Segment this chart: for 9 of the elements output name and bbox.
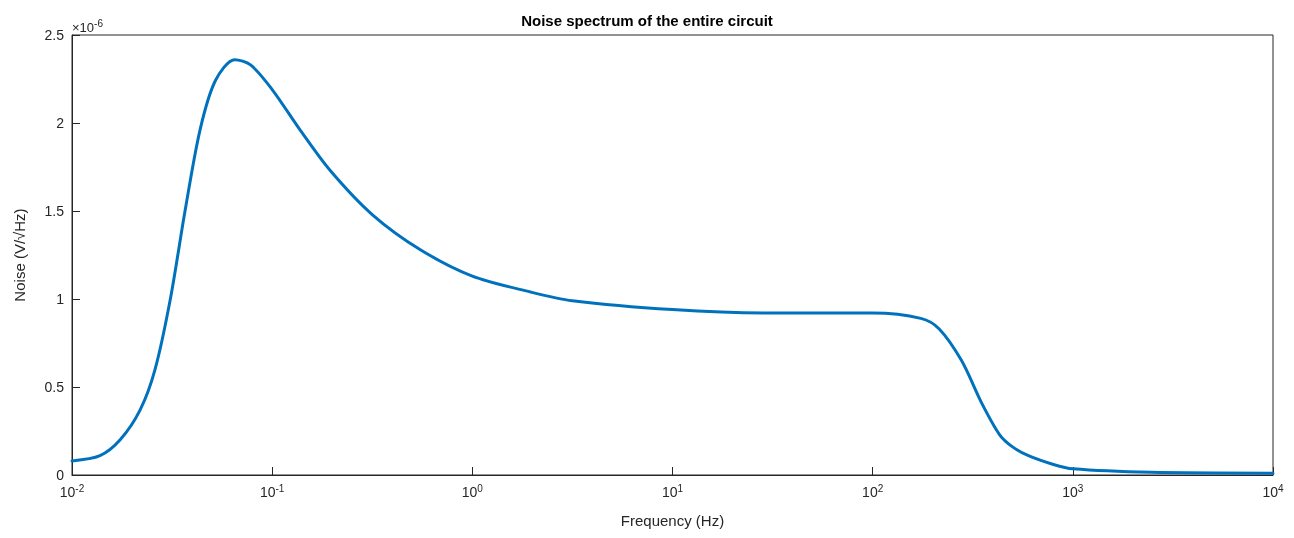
x-axis-title: Frequency (Hz) [620,512,725,529]
y-tick-label: 0 [56,467,65,483]
y-tick-label: 0.5 [44,379,65,395]
y-tick-label: 2.5 [44,27,65,43]
y-tick-label: 1.5 [44,203,65,219]
y-axis-title: Noise (V/√Hz) [11,208,28,302]
y-tick-label: 2 [56,115,65,131]
chart-title: Noise spectrum of the entire circuit [521,12,773,29]
y-tick-label: 1 [56,291,65,307]
